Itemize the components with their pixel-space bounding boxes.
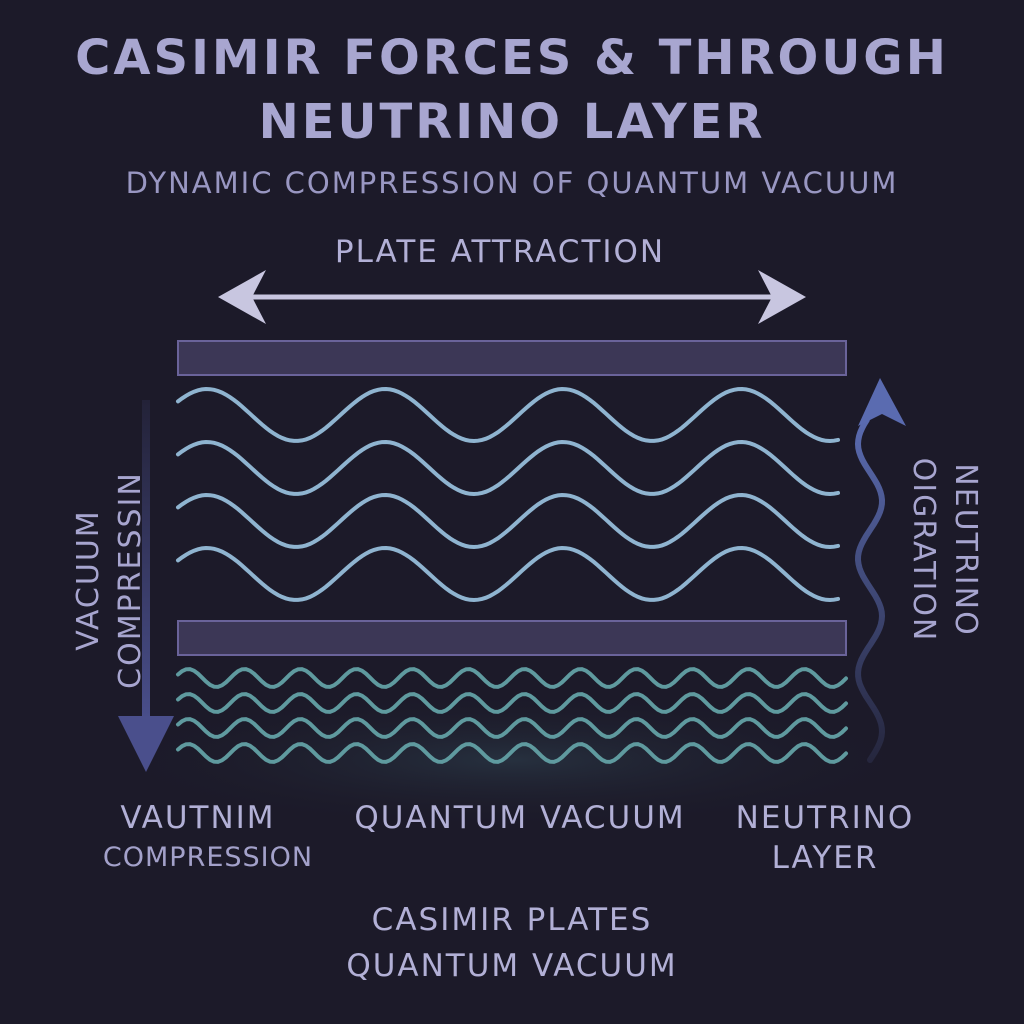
vacuum-wave-lower [176,667,848,689]
subtitle: DYNAMIC COMPRESSION OF QUANTUM VACUUM [125,166,899,200]
footer-line-2: QUANTUM VACUUM [346,948,678,984]
title-line-1: CASIMIR FORCES & THROUGH [75,30,949,86]
neutrino-migration-arrow [854,378,906,763]
vacuum-wave-upper [176,492,840,550]
quantum-vacuum-bottom-label: QUANTUM VACUUM [354,800,686,836]
vacuum-compression-arrow [118,400,174,772]
vacuum-compression-side-label: VACUUM COMPRESSIN [68,471,152,689]
vacuum-wave-upper [176,545,840,603]
vacuum-compression-bottom-line-2: COMPRESSION [102,842,314,873]
bottom-glow [92,690,932,830]
neutrino-migration-side-line-1: NEUTRINO [948,463,983,637]
neutrino-layer-bottom-line-1: NEUTRINO [735,800,915,836]
neutrino-layer-bottom-line-2: LAYER [771,840,879,876]
title-line-2: NEUTRINO LAYER [258,94,766,150]
vacuum-waves-upper [176,386,840,603]
vacuum-waves-lower [176,667,848,764]
vacuum-wave-lower [176,717,848,739]
footer-line-1: CASIMIR PLATES [371,902,653,938]
vacuum-wave-lower [176,692,848,714]
plate-attraction-label: PLATE ATTRACTION [334,234,666,270]
vacuum-wave-upper [176,386,840,444]
casimir-plate-top [177,340,847,376]
vacuum-wave-upper [176,439,840,497]
vacuum-compression-side-line-1: VACUUM [71,509,106,651]
vacuum-wave-lower [176,742,848,764]
neutrino-migration-side-label: NEUTRINO OIGRATION [902,458,986,643]
vacuum-compression-side-line-2: COMPRESSIN [113,471,148,689]
vacuum-compression-bottom-line-1: VAUTNIM [120,800,276,836]
plate-attraction-arrow [218,270,806,324]
casimir-plate-bottom [177,620,847,656]
neutrino-migration-side-line-2: OIGRATION [906,457,941,643]
